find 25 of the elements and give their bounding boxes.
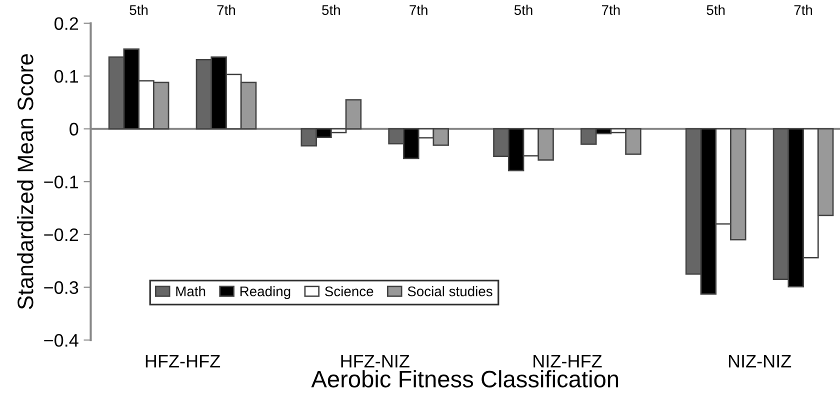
legend-label: Social studies (408, 286, 492, 296)
x-tick-label: 7th (410, 4, 428, 15)
x-tick-label: 5th (322, 4, 340, 15)
text: HFZ-HFZ (146, 354, 220, 368)
y-tick-label: −0.4 (44, 334, 78, 347)
y-axis-title: Standardized Mean Score (17, 54, 34, 310)
text: NIZ-NIZ (728, 354, 792, 368)
y-tick-label: −0.1 (44, 176, 78, 188)
y-tick-label: 0.1 (54, 70, 78, 83)
x-axis-title: Aerobic Fitness Classification (311, 370, 618, 388)
legend-label: Math (176, 286, 206, 296)
legend-label: Science (325, 286, 374, 296)
x-tick-label: 5th (706, 4, 725, 15)
y-tick-label: −0.3 (44, 281, 78, 294)
y-tick-label: 0.2 (54, 17, 78, 30)
x-tick-label: 5th (514, 4, 532, 15)
x-tick-label: 5th (130, 4, 148, 15)
text: NIZ-HFZ (534, 354, 602, 368)
x-tick-label: 7th (217, 4, 235, 15)
x-tick-label: 7th (602, 4, 620, 15)
legend-label: Reading (240, 286, 290, 300)
text: HFZ-NIZ (341, 354, 410, 368)
x-tick-label: 7th (794, 4, 812, 15)
y-tick-label: 0 (70, 122, 78, 136)
y-tick-label: −0.2 (44, 228, 78, 242)
